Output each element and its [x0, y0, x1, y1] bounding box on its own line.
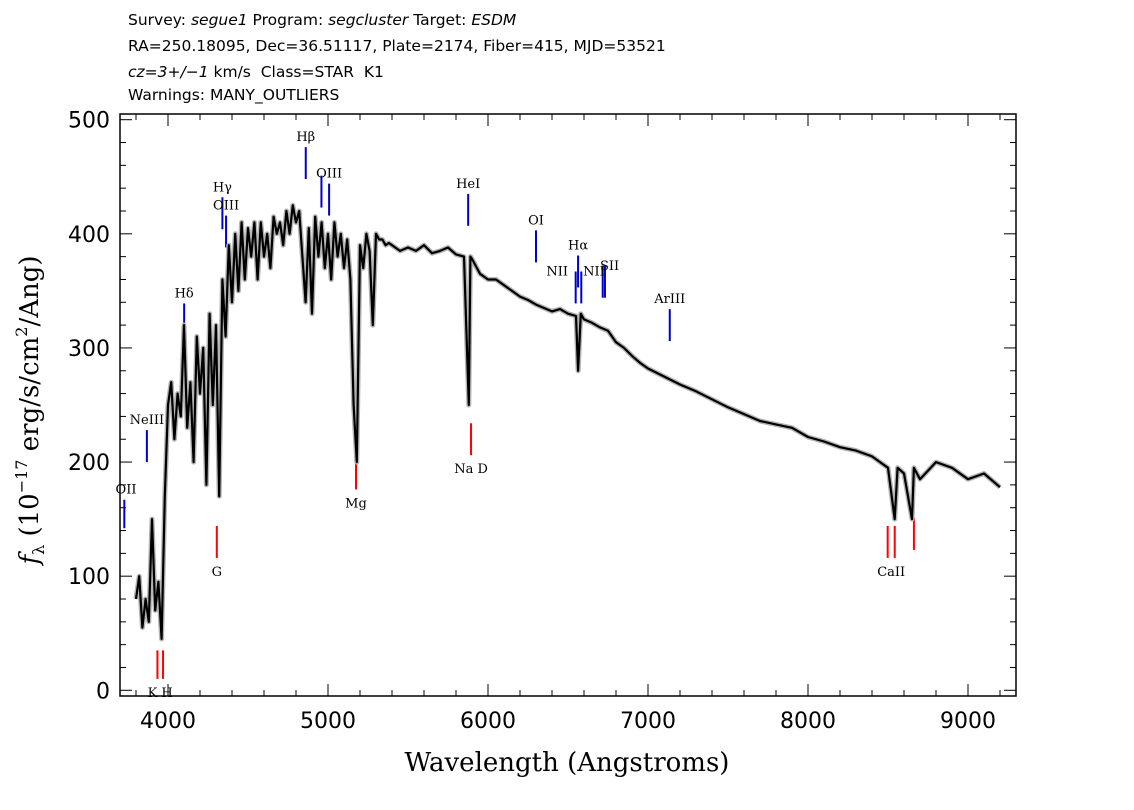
- line-label: Na D: [454, 462, 488, 477]
- plot-frame: [119, 113, 1017, 697]
- y-tick-label: 500: [68, 109, 110, 134]
- line-label: NII: [583, 264, 605, 279]
- line-label: OIII: [316, 167, 342, 182]
- target-label: Target:: [408, 11, 472, 29]
- program-label: Program:: [247, 11, 329, 29]
- axis-ticks: 4000 5000 6000 7000 8000 9000 0 100 200 300 400 500: [68, 109, 1016, 734]
- line-label: CaII: [877, 565, 905, 580]
- program-value: segcluster: [328, 11, 409, 29]
- x-tick-label: 5000: [300, 709, 356, 734]
- line-label: ArIII: [653, 292, 685, 307]
- x-tick-label: 4000: [140, 709, 196, 734]
- target-value: ESDM: [471, 11, 517, 29]
- y-axis-title: fλ (10−17 erg/s/cm2/Ang): [12, 255, 48, 566]
- line-label: Hδ: [175, 286, 194, 301]
- y-tick-label: 200: [68, 451, 110, 476]
- x-tick-label: 7000: [620, 709, 676, 734]
- line-label: HeI: [456, 177, 480, 192]
- line-label: Hγ: [213, 180, 232, 195]
- line-label: SII: [600, 259, 619, 274]
- survey-label: Survey:: [128, 11, 191, 29]
- header-line-3: cz=3+/−1 km/s Class=STAR K1: [128, 63, 384, 81]
- class-value: km/s Class=STAR K1: [208, 63, 384, 81]
- y-tick-label: 400: [68, 223, 110, 248]
- spectrum-line: [134, 204, 1001, 641]
- line-label: Mg: [345, 496, 367, 511]
- line-label: Hβ: [296, 130, 315, 145]
- line-label: Hα: [568, 239, 588, 254]
- x-tick-label: 6000: [460, 709, 516, 734]
- y-tick-label: 0: [96, 679, 110, 704]
- redshift-value: cz=3+/−1: [128, 63, 209, 81]
- x-tick-label: 8000: [780, 709, 836, 734]
- header-line-1: Survey: segue1 Program: segcluster Targe…: [128, 11, 516, 29]
- line-markers: OIINeIIIHδHγOIIIHβOIIIHeIOINIIHαNIISIIAr…: [116, 130, 915, 701]
- line-label: OIII: [213, 199, 239, 214]
- line-label: K H: [148, 686, 173, 701]
- header-line-2: RA=250.18095, Dec=36.51117, Plate=2174, …: [128, 37, 666, 55]
- x-axis-title: Wavelength (Angstroms): [405, 748, 730, 778]
- header-line-4: Warnings: MANY_OUTLIERS: [128, 86, 340, 104]
- spectrum-error-band: [133, 202, 1002, 642]
- y-tick-label: 100: [68, 565, 110, 590]
- survey-value: segue1: [190, 11, 248, 29]
- x-tick-label: 9000: [940, 709, 996, 734]
- spectrum-layer: [133, 202, 1002, 642]
- line-label: OI: [528, 213, 544, 228]
- line-label: OII: [116, 483, 137, 498]
- y-tick-label: 300: [68, 337, 110, 362]
- line-label: NII: [546, 264, 568, 279]
- line-label: NeIII: [130, 413, 164, 428]
- line-label: G: [212, 565, 222, 580]
